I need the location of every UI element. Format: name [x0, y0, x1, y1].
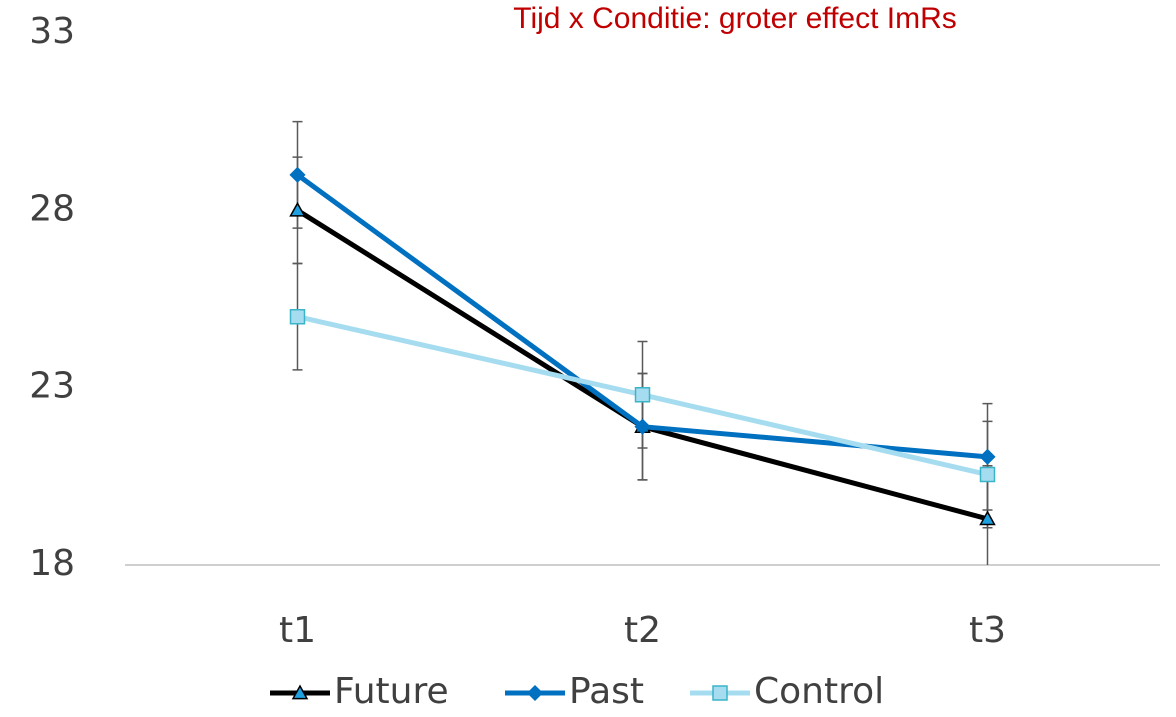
y-tick-label: 23 [29, 366, 75, 407]
marker [979, 448, 996, 465]
marker [979, 510, 996, 526]
marker [634, 387, 651, 403]
marker [712, 685, 728, 701]
marker [289, 201, 306, 217]
x-tick-label: t3 [969, 610, 1006, 651]
chart-title: Tijd x Conditie: groter effect ImRs [513, 2, 957, 35]
marker [634, 418, 651, 435]
marker [526, 684, 544, 702]
legend-label: Past [569, 671, 644, 712]
y-tick-label: 28 [29, 188, 75, 229]
x-tick-label: t2 [624, 610, 661, 651]
y-tick-label: 33 [29, 11, 75, 52]
marker [289, 308, 306, 325]
x-tick-label: t1 [279, 610, 316, 651]
plot-area [289, 120, 996, 565]
legend-label: Future [334, 671, 449, 712]
marker [979, 466, 996, 483]
marker [291, 684, 309, 700]
marker [289, 166, 306, 183]
legend-label: Control [754, 671, 884, 712]
y-tick-label: 18 [29, 543, 75, 584]
